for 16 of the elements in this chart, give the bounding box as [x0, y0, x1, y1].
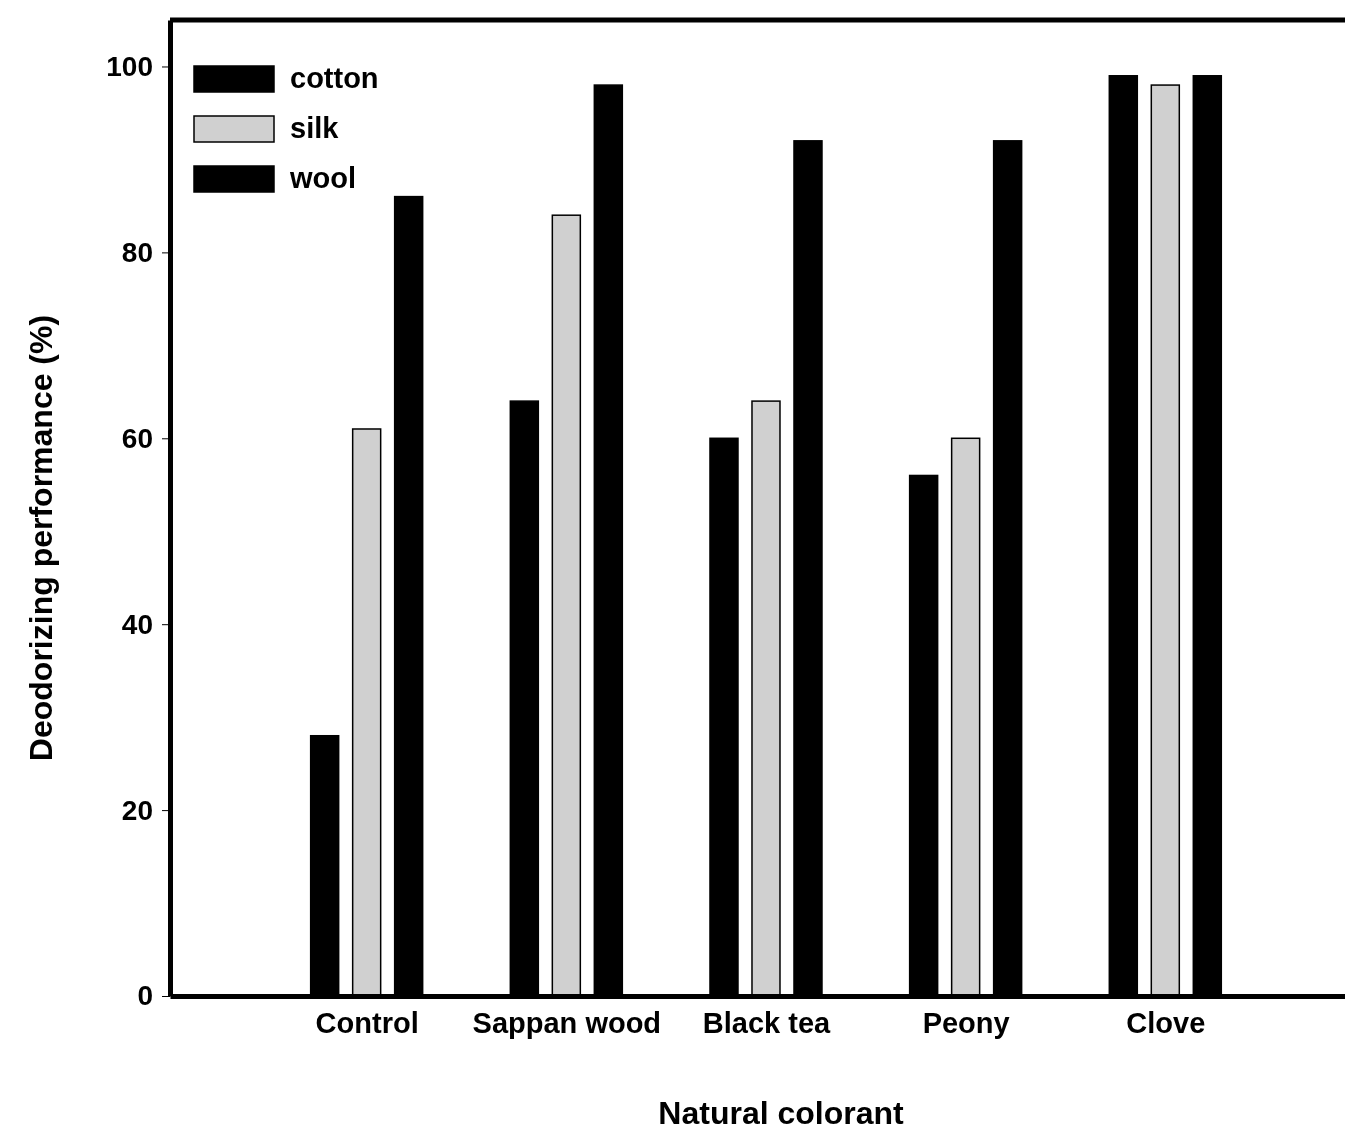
- legend-label: cotton: [290, 62, 379, 94]
- y-tick-label: 40: [121, 608, 153, 640]
- x-tick-label: Sappan wood: [472, 1007, 662, 1039]
- x-tick-label: Black tea: [702, 1007, 832, 1039]
- y-tick-label: 20: [121, 794, 153, 826]
- x-axis-title: Natural colorant: [658, 1095, 905, 1131]
- legend-label: silk: [290, 112, 340, 144]
- y-axis-title: Deodorizing performance (%): [23, 314, 59, 762]
- x-tick-label: Control: [315, 1007, 419, 1039]
- x-tick-label: Peony: [922, 1007, 1010, 1039]
- legend-label: wool: [289, 162, 357, 194]
- y-tick-label: 100: [106, 50, 153, 82]
- x-tick-label: Clove: [1126, 1007, 1206, 1039]
- y-tick-label: 80: [121, 236, 153, 268]
- y-tick-label: 0: [137, 980, 153, 1012]
- y-tick-label: 60: [121, 422, 153, 454]
